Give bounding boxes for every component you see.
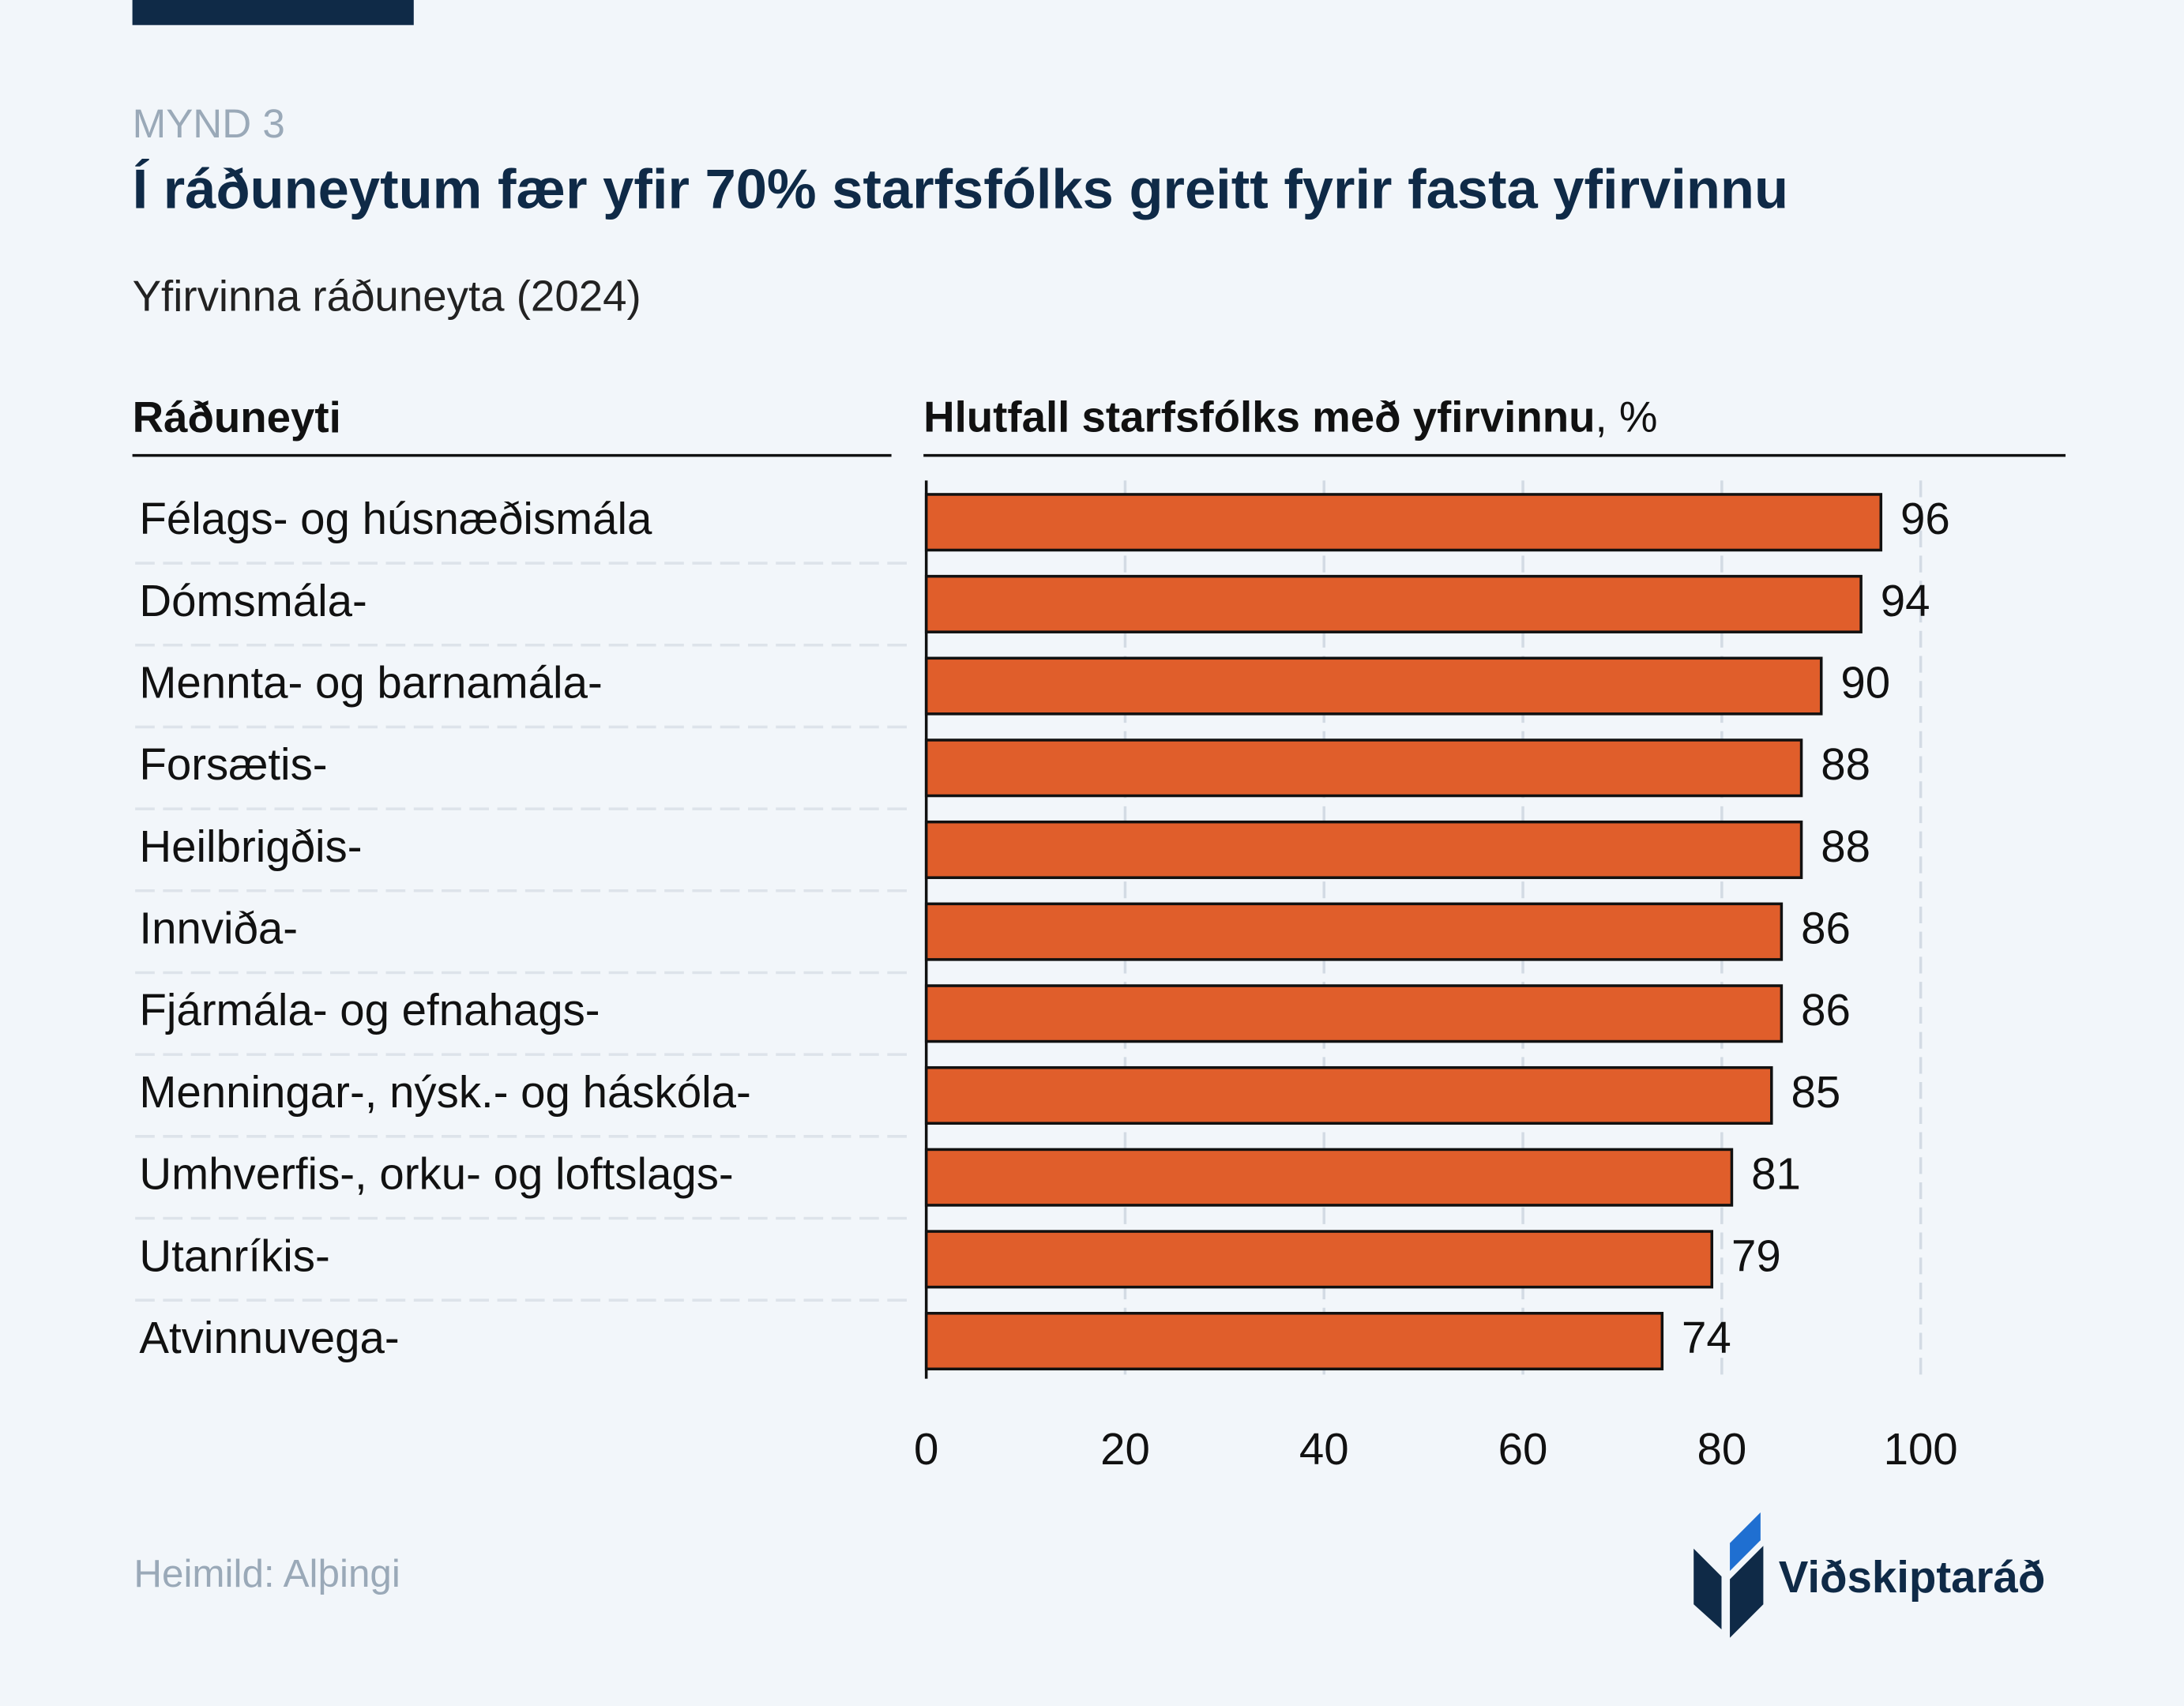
logo-leaf [1730,1546,1764,1638]
value-label: 86 [1801,904,1851,953]
subtitle: Yfirvinna ráðuneyta (2024) [133,272,641,321]
category-label: Forsætis- [139,739,327,789]
value-label: 74 [1682,1313,1731,1362]
bar [924,1311,1664,1371]
bar [924,902,1784,961]
category-label: Dómsmála- [139,576,367,626]
plot: 0 20 40 60 80 100 Félags- og húsnæðismála 96 Dóm… [135,480,1958,1474]
logo-leaf [1730,1512,1761,1571]
axis-unit: , % [1596,393,1658,442]
bar [924,738,1803,798]
axis-label: Hlutfall starfsfólks með yfirvinnu [923,393,1595,442]
x-tick-label: 20 [1100,1424,1150,1474]
bar [924,1148,1734,1207]
bar [924,1230,1714,1289]
logo-leaf [1693,1548,1722,1630]
category-label: Heilbrigðis- [139,821,362,871]
x-tick-label: 40 [1299,1424,1349,1474]
category-label: Innviða- [139,904,298,953]
value-label: 94 [1881,576,1930,626]
bar [924,574,1863,633]
value-label: 96 [1900,494,1950,543]
category-header: Ráðuneyti [133,393,341,442]
axis-title: Hlutfall starfsfólks með yfirvinnu, % [923,393,1657,442]
logo: Viðskiptaráð [1693,1512,2045,1638]
bar [924,820,1803,879]
x-tick-label: 80 [1697,1424,1746,1474]
x-tick-label: 100 [1884,1424,1958,1474]
chart-title: Í ráðuneytum fær yfir 70% starfsfólks gr… [133,158,1788,220]
value-label: 81 [1751,1149,1801,1199]
bar [924,984,1784,1043]
bar [924,493,1883,552]
category-label: Atvinnuvega- [139,1313,399,1362]
category-label: Fjármála- og efnahags- [139,985,600,1035]
value-label: 79 [1731,1231,1781,1280]
value-label: 85 [1791,1067,1840,1117]
x-tick-label: 60 [1498,1424,1548,1474]
category-label: Félags- og húsnæðismála [139,494,652,543]
top-bar [132,0,414,25]
x-tick-label: 0 [914,1424,938,1474]
category-label: Umhverfis-, orku- og loftslags- [139,1149,733,1199]
bar [924,1065,1773,1125]
bar [924,656,1823,716]
category-label: Utanríkis- [139,1231,329,1280]
category-label: Menningar-, nýsk.- og háskóla- [139,1067,750,1117]
value-label: 86 [1801,985,1851,1035]
brand: Viðskiptaráð [1779,1552,2046,1602]
source: Heimild: Alþingi [133,1552,400,1595]
kicker: MYND 3 [133,101,285,146]
value-label: 90 [1840,657,1890,707]
value-label: 88 [1821,739,1870,789]
value-label: 88 [1821,821,1870,871]
category-label: Mennta- og barnamála- [139,657,602,707]
